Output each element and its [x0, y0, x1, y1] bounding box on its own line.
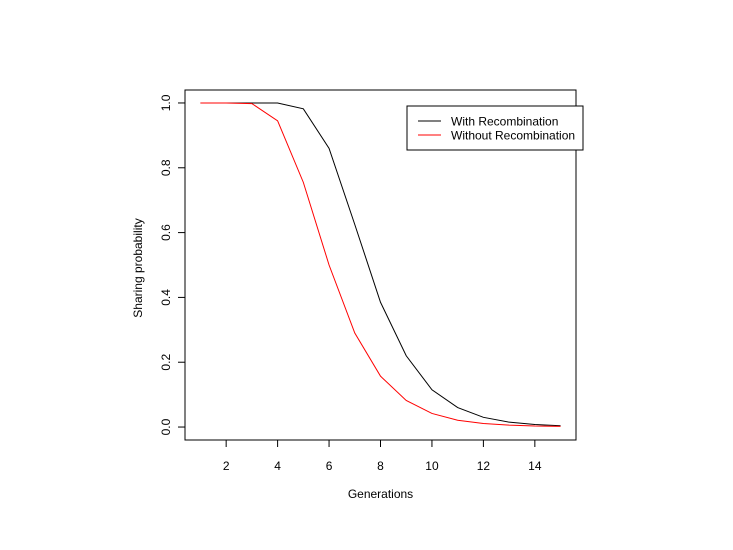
- y-tick-label: 0.0: [159, 418, 173, 435]
- series-line-without-recombination: [200, 102, 561, 427]
- y-tick-label: 0.2: [159, 354, 173, 371]
- x-axis-title: Generations: [348, 487, 413, 501]
- x-tick-label: 4: [274, 459, 281, 473]
- x-axis: 2 4 6 8 10 12 14: [223, 439, 542, 473]
- series-layer: [200, 102, 561, 427]
- y-axis: 0.0 0.2 0.4 0.6 0.8 1.0: [159, 94, 186, 435]
- x-tick-label: 2: [223, 459, 230, 473]
- series-line-with-recombination: [200, 102, 561, 427]
- legend-label-with-recombination: With Recombination: [451, 115, 558, 129]
- x-tick-label: 6: [326, 459, 333, 473]
- y-tick-label: 0.8: [159, 159, 173, 176]
- x-tick-label: 8: [377, 459, 384, 473]
- x-tick-label: 14: [528, 459, 542, 473]
- y-tick-label: 0.4: [159, 289, 173, 306]
- x-tick-label: 10: [425, 459, 439, 473]
- legend-label-without-recombination: Without Recombination: [451, 129, 575, 143]
- legend: With Recombination Without Recombination: [406, 105, 584, 151]
- x-tick-label: 12: [477, 459, 491, 473]
- legend-box: [406, 105, 584, 151]
- y-tick-label: 0.6: [159, 224, 173, 241]
- y-tick-label: 1.0: [159, 94, 173, 111]
- y-axis-title: Sharing probability: [131, 218, 145, 317]
